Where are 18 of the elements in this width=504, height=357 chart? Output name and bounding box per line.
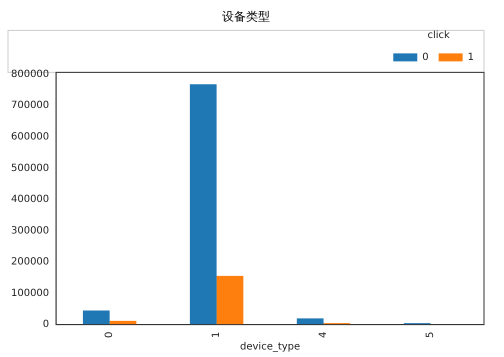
chart-title: 设备类型 [222, 9, 270, 24]
y-tick-label: 200000 [10, 256, 50, 268]
x-tick-label: 5 [425, 332, 436, 338]
y-tick-label: 300000 [10, 225, 50, 236]
y-tick-label: 100000 [10, 288, 50, 299]
y-tick-label: 800000 [10, 68, 50, 80]
y-tick-label: 600000 [10, 131, 50, 142]
legend-label: 1 [468, 52, 474, 63]
y-tick-label: 0 [42, 319, 50, 330]
x-tick-label: 1 [211, 332, 222, 338]
x-tick-label: 0 [104, 332, 116, 338]
y-tick-label: 400000 [10, 194, 50, 206]
x-tick-label: 4 [318, 332, 330, 338]
legend-label: 0 [422, 52, 429, 63]
y-tick-label: 500000 [10, 162, 50, 174]
legend-title: click [427, 30, 450, 41]
x-axis-title: device_type [240, 342, 300, 353]
y-tick-label: 700000 [10, 100, 50, 112]
